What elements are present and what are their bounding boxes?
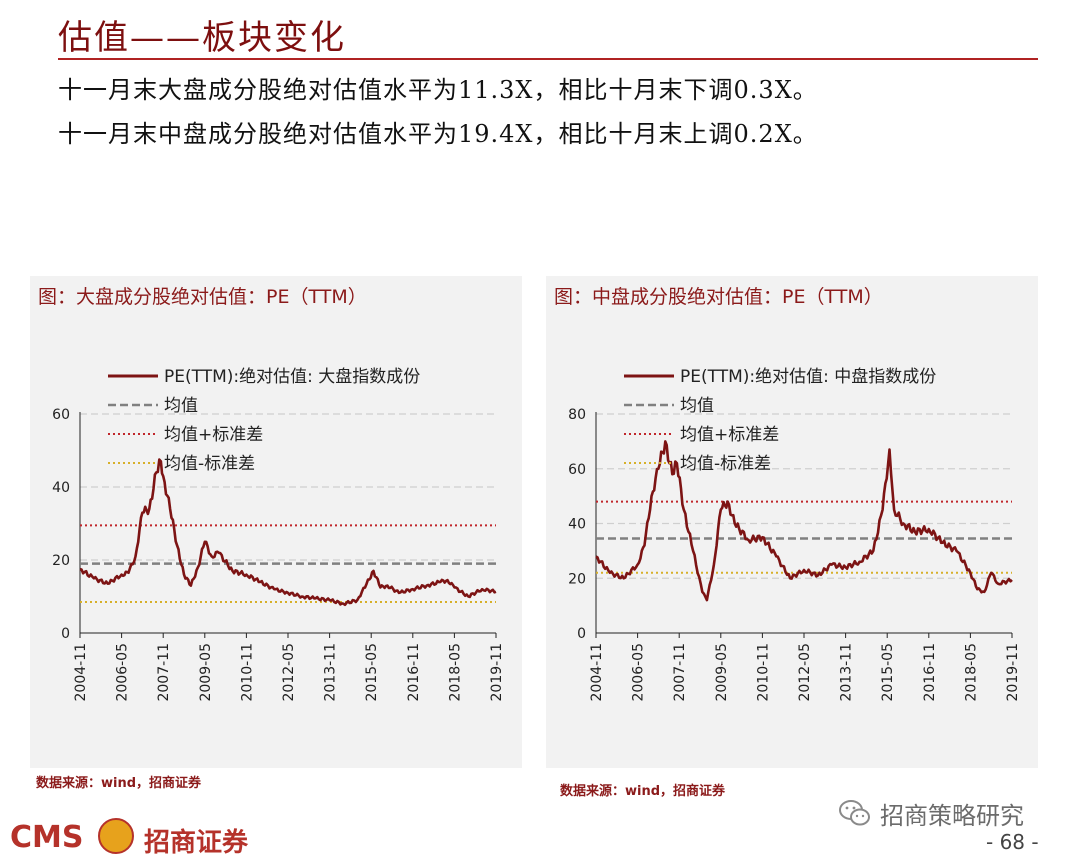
x-tick-label: 2009-05 [198, 643, 214, 702]
chart-title: 图：中盘成分股绝对估值：PE（TTM） [554, 286, 883, 308]
x-tick-label: 2012-05 [281, 643, 297, 702]
legend-series-item: PE(TTM):绝对估值: 中盘指数成份 [680, 367, 936, 387]
wechat-icon [839, 800, 870, 826]
x-tick-label: 2004-11 [589, 643, 605, 702]
company-name: 招商证券 [144, 828, 249, 858]
x-tick-label: 2016-11 [922, 643, 938, 702]
legend-series-item: PE(TTM):绝对估值: 大盘指数成份 [164, 367, 420, 387]
legend-plus-sd-item: 均值+标准差 [164, 425, 263, 445]
large-cap-chart-panel: 图：大盘成分股绝对估值：PE（TTM） 0 20 40 60 2004-11 2006-0… [30, 276, 522, 768]
y-tick-label: 0 [577, 626, 586, 642]
y-tick-label: 20 [568, 571, 586, 587]
cms-logo-text: CMS [10, 820, 84, 855]
wechat-account-name: 招商策略研究 [880, 802, 1024, 830]
pe-series-line [595, 440, 1013, 602]
x-tick-label: 2006-05 [115, 643, 131, 702]
y-tick-label: 0 [61, 626, 70, 642]
x-tick-label: 2004-11 [73, 643, 89, 702]
summary-line-mid-cap: 十一月末中盘成分股绝对估值水平为19.4X，相比十月末上调0.2X。 [58, 120, 818, 148]
x-tick-label: 2010-11 [239, 643, 255, 702]
y-tick-label: 20 [52, 553, 70, 569]
x-tick-label: 2006-05 [631, 643, 647, 702]
title-divider [58, 58, 1038, 60]
x-tick-label: 2018-05 [447, 643, 463, 702]
chart-source: 数据来源：wind，招商证券 [36, 776, 202, 791]
x-tick-label: 2010-11 [755, 643, 771, 702]
legend-mean-item: 均值 [680, 396, 714, 416]
x-tick-label: 2015-05 [880, 643, 896, 702]
page-number: - 68 - [986, 830, 1039, 854]
x-tick-label: 2015-05 [364, 643, 380, 702]
x-tick-label: 2009-05 [714, 643, 730, 702]
chart-source: 数据来源：wind，招商证券 [560, 784, 726, 799]
y-tick-label: 80 [568, 407, 586, 423]
summary-line-large-cap: 十一月末大盘成分股绝对估值水平为11.3X，相比十月末下调0.3X。 [58, 76, 818, 104]
large-cap-pe-chart: 0 20 40 60 2004-11 2006-05 2007-11 2009-05 2010-… [52, 367, 505, 702]
x-tick-label: 2013-11 [839, 643, 855, 702]
y-tick-label: 60 [52, 407, 70, 423]
pe-series-line [79, 458, 497, 607]
y-tick-label: 40 [568, 517, 586, 533]
x-tick-label: 2016-11 [406, 643, 422, 702]
legend-mean-item: 均值 [164, 396, 198, 416]
x-tick-label: 2007-11 [156, 643, 172, 702]
y-tick-label: 40 [52, 480, 70, 496]
mid-cap-chart-panel: 图：中盘成分股绝对估值：PE（TTM） 0 20 40 60 80 2004-11 2006… [546, 276, 1038, 768]
chart-title: 图：大盘成分股绝对估值：PE（TTM） [38, 286, 367, 308]
y-tick-label: 60 [568, 462, 586, 478]
x-tick-label: 2012-05 [797, 643, 813, 702]
x-tick-label: 2019-11 [489, 643, 505, 702]
cms-logo-icon [98, 818, 134, 854]
legend-minus-sd-item: 均值-标准差 [680, 454, 771, 474]
x-tick-label: 2007-11 [672, 643, 688, 702]
x-tick-label: 2013-11 [323, 643, 339, 702]
page-title: 估值——板块变化 [58, 18, 346, 58]
x-tick-label: 2019-11 [1005, 643, 1021, 702]
legend-plus-sd-item: 均值+标准差 [680, 425, 779, 445]
mid-cap-pe-chart: 0 20 40 60 80 2004-11 2006-05 2007-11 2009-05 201… [568, 367, 1021, 702]
legend-minus-sd-item: 均值-标准差 [164, 454, 255, 474]
x-tick-label: 2018-05 [963, 643, 979, 702]
